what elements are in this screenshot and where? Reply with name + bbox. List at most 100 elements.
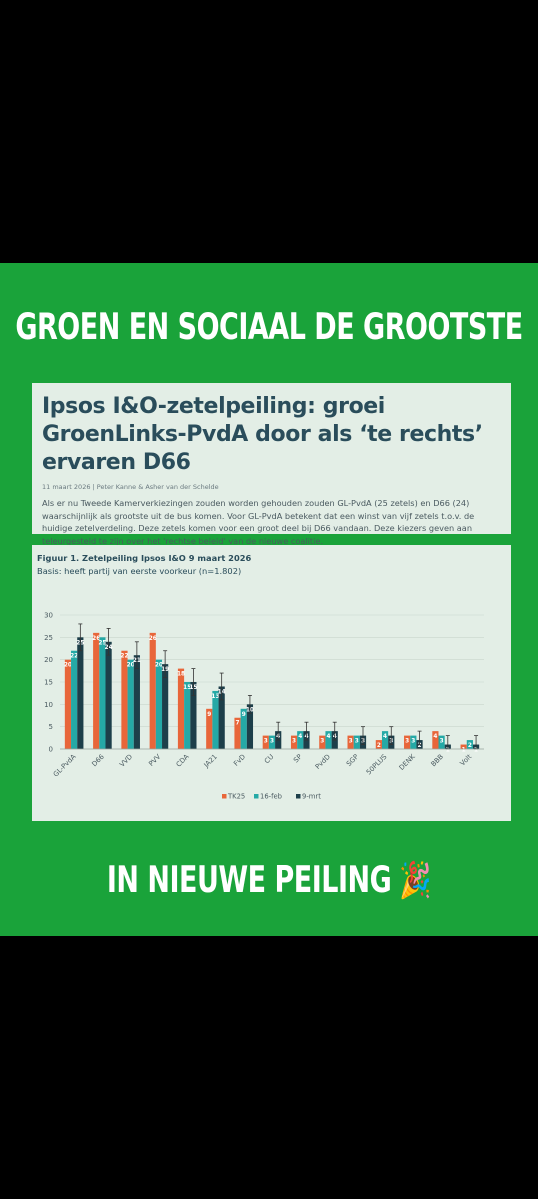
data-label: 7 [236,721,240,727]
bar-9-mrt [218,686,225,749]
figure-subtitle: Basis: heeft partij van eerste voorkeur … [37,566,242,576]
x-tick-label: CDA [175,753,191,769]
bar-16-feb [240,708,247,749]
x-tick-label: PvdD [314,753,332,771]
bar-TK25 [149,632,156,749]
data-label: 20 [127,663,135,669]
bar-16-feb [381,731,389,749]
bar-16-feb [325,731,332,749]
figure-title: Figuur 1. Zetelpeiling Ipsos I&O 9 maart… [37,553,252,563]
y-tick-label: 30 [44,612,53,620]
data-label: 26 [149,636,157,642]
x-tick-label: JA21 [202,753,219,770]
bar-16-feb [184,682,191,749]
bar-TK25 [375,740,382,749]
data-label: 20 [155,663,163,669]
data-label: 25 [98,640,106,646]
data-label: 1 [446,748,450,754]
legend-label: 9-mrt [302,793,321,801]
bar-16-feb [71,650,78,749]
x-tick-label: GL-PvdA [52,753,78,779]
bar-TK25 [290,735,298,749]
x-tick-label: Volt [459,753,474,768]
bar-16-feb [410,735,417,749]
bar-16-feb [212,690,219,749]
bar-TK25 [206,708,213,749]
bar-9-mrt [246,704,254,749]
bar-9-mrt [133,655,140,749]
x-tick-label: SGP [345,753,360,768]
data-label: 1 [474,748,478,754]
legend-swatch-16-feb [254,794,259,799]
bar-TK25 [64,659,72,749]
headline-bottom-text: IN NIEUWE PEILING [106,859,392,902]
bar-9-mrt [162,664,169,749]
bar-16-feb [438,735,445,749]
data-label: 15 [183,685,191,691]
bar-9-mrt [190,682,197,749]
data-label: 3 [440,739,444,745]
bar-9-mrt [77,637,84,749]
bar-16-feb [268,735,276,749]
x-tick-label: D66 [90,753,105,768]
x-tick-label: DENK [398,752,418,772]
data-label: 4 [383,734,387,740]
data-label: 3 [264,739,268,745]
bar-TK25 [404,735,411,749]
headline-top: GROEN EN SOCIAAL DE GROOTSTE [15,306,523,349]
x-tick-label: 50PLUS [365,753,389,777]
data-label: 2 [377,743,381,749]
data-label: 3 [349,739,353,745]
article-card: Ipsos I&O-zetelpeiling: groei GroenLinks… [32,383,511,546]
data-label: 4 [433,734,437,740]
bar-TK25 [319,735,326,749]
article-body: Als er nu Tweede Kamerverkiezingen zoude… [42,498,475,546]
data-label: 3 [405,739,409,745]
data-label: 3 [270,739,274,745]
party-popper-icon: 🎉 [399,860,432,902]
bar-TK25 [262,735,269,749]
data-label: 1 [462,748,466,754]
legend-label: 16-feb [260,793,282,801]
x-tick-label: FvD [232,753,247,768]
article-title[interactable]: Ipsos I&O-zetelpeiling: groei GroenLinks… [42,394,483,475]
data-label: 22 [120,654,128,660]
data-label: 4 [327,734,331,740]
article-byline: 11 maart 2026 | Peter Kanne & Asher van … [42,483,219,491]
legend-swatch-9-mrt [296,794,301,799]
x-tick-label: VVD [118,753,134,769]
y-tick-label: 5 [49,723,53,731]
bar-16-feb [466,740,473,749]
bar-chart: 051015202530202225GL-PvdA262524D66222021… [44,612,484,801]
data-label: 2 [418,743,422,749]
data-label: 3 [292,739,296,745]
data-label: 2 [468,743,472,749]
bar-TK25 [234,717,241,749]
x-tick-label: CU [263,753,276,766]
bar-TK25 [93,632,100,749]
data-label: 26 [92,636,100,642]
bar-9-mrt [105,641,112,749]
bar-16-feb [353,735,360,749]
bar-TK25 [460,744,467,749]
bar-16-feb [127,659,134,749]
bar-16-feb [155,659,163,749]
headline-bottom: IN NIEUWE PEILING 🎉 [0,860,538,902]
data-label: 9 [207,712,211,718]
data-label: 9 [242,712,246,718]
data-label: 18 [177,672,185,678]
legend-label: TK25 [227,793,245,801]
data-label: 22 [70,654,78,660]
bar-TK25 [121,650,128,749]
legend-swatch-TK25 [222,794,227,799]
data-label: 20 [64,663,72,669]
y-tick-label: 15 [44,679,53,687]
data-label: 3 [320,739,324,745]
data-label: 3 [411,739,415,745]
y-tick-label: 10 [44,701,53,709]
y-tick-label: 0 [49,746,53,754]
bar-16-feb [297,731,304,749]
bar-TK25 [347,735,354,749]
y-tick-label: 20 [44,656,53,664]
bar-16-feb [99,637,106,749]
